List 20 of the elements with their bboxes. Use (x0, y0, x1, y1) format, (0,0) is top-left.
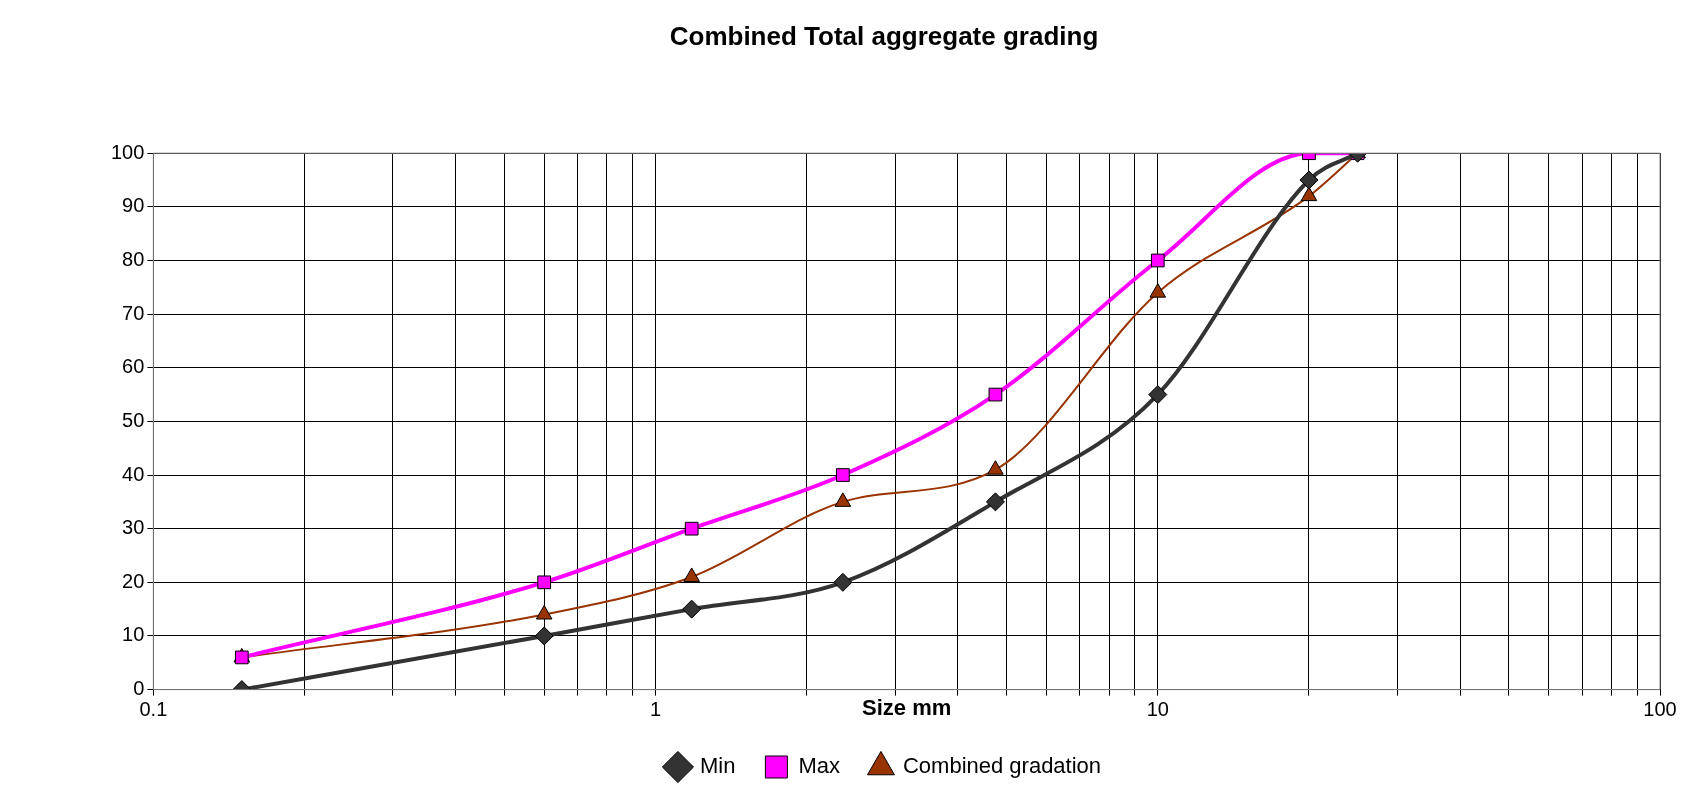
y-tick-label: 0 (133, 677, 145, 700)
y-tick-label: 50 (122, 408, 145, 431)
y-tick-label: 80 (122, 248, 145, 270)
chart-title: Combined Total aggregate grading (669, 20, 1099, 51)
x-tick-label: 100 (1643, 698, 1677, 721)
y-tick-label: 60 (122, 355, 145, 378)
x-axis-title: Size mm (862, 694, 952, 720)
y-tick-label: 100 (110, 140, 145, 163)
legend-label: Combined gradation (902, 753, 1102, 779)
x-tick-label: 0.1 (139, 698, 168, 721)
x-tick-label: 10 (1146, 698, 1169, 721)
y-tick-label: 70 (122, 301, 145, 324)
y-tick-label: 20 (122, 569, 145, 592)
legend-label: Min (699, 753, 736, 779)
legend-label: Max (798, 753, 840, 779)
y-tick-label: 90 (122, 194, 145, 217)
y-tick-label: 40 (122, 462, 145, 485)
y-tick-label: 30 (122, 516, 145, 539)
x-tick-label: 1 (650, 698, 662, 721)
y-tick-label: 10 (122, 623, 145, 646)
